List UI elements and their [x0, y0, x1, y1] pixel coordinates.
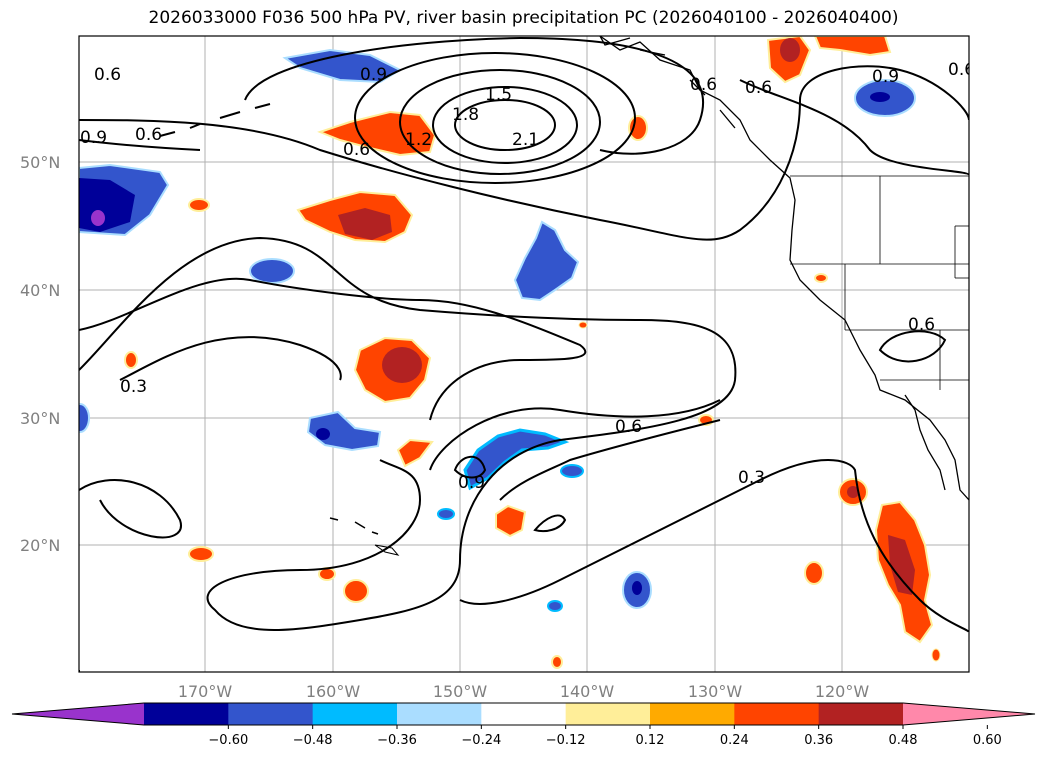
- lon-label: 130°W: [688, 682, 743, 701]
- precip-negative-region: [249, 258, 295, 284]
- precip-positive-region: [780, 38, 800, 62]
- precip-positive-region: [124, 351, 138, 369]
- precip-positive-region: [317, 110, 437, 157]
- contour-label: 0.6: [615, 417, 642, 437]
- lat-label: 30°N: [20, 409, 60, 428]
- colorbar-tick-label: 0.12: [636, 733, 665, 748]
- contour-label: 0.6: [135, 125, 162, 145]
- precip-fills: [79, 36, 941, 669]
- contour-label: 2.1: [512, 130, 539, 150]
- contour-label: 0.9: [872, 67, 899, 87]
- colorbar-segment: [397, 703, 482, 725]
- precip-positive-region: [578, 321, 588, 329]
- plot-frame: [78, 35, 970, 673]
- contour-label: 0.6: [690, 75, 717, 95]
- lon-label: 140°W: [560, 682, 615, 701]
- contour-label: 0.9: [80, 128, 107, 148]
- precip-negative-region: [437, 508, 455, 520]
- colorbar-tick-label: 0.60: [973, 733, 1002, 748]
- borders: [790, 175, 969, 390]
- contour-label: 0.6: [343, 140, 370, 160]
- precip-negative-region: [306, 410, 382, 452]
- precip-positive-region: [888, 535, 915, 595]
- colorbar-segment: [312, 703, 398, 725]
- colorbar-segment: [650, 703, 735, 725]
- lat-label: 50°N: [20, 153, 60, 172]
- contour-label: 0.6: [948, 60, 975, 80]
- precip-positive-region: [382, 347, 422, 383]
- precip-positive-region: [847, 486, 859, 498]
- contour-label: 0.9: [360, 65, 387, 85]
- colorbar-segment: [818, 703, 904, 725]
- colorbar-segment: [565, 703, 651, 725]
- contour-label: 1.5: [485, 85, 512, 105]
- precip-negative-region: [91, 210, 105, 226]
- precip-positive-region: [931, 648, 941, 662]
- precip-positive-region: [814, 273, 828, 283]
- colorbar-extend-low: [12, 703, 144, 725]
- colorbar-segment: [144, 703, 229, 725]
- contour-label: 0.6: [745, 78, 772, 98]
- precip-positive-region: [188, 546, 214, 562]
- precip-negative-region: [79, 403, 90, 433]
- contour-label: 0.6: [94, 65, 121, 85]
- colorbar-tick-label: −0.24: [461, 733, 501, 748]
- precip-negative-region: [513, 220, 580, 302]
- colorbar-segment: [734, 703, 820, 725]
- precip-negative-region: [560, 464, 584, 478]
- lon-label: 160°W: [306, 682, 361, 701]
- precip-negative-region: [632, 581, 642, 595]
- contour-label: 1.2: [405, 130, 432, 150]
- contour-label: 1.8: [452, 105, 479, 125]
- lat-label: 40°N: [20, 281, 60, 300]
- precip-negative-region: [547, 600, 563, 612]
- colorbar-outline: [11, 702, 1036, 726]
- map-title: 2026033000 F036 500 hPa PV, river basin …: [148, 8, 899, 28]
- contour-labels: 0.6 0.9 0.6 0.9 1.2 1.5 1.8 2.1 0.6 0.6 …: [80, 60, 975, 493]
- colorbar-tick-label: −0.12: [546, 733, 586, 748]
- contour-label: 0.6: [908, 315, 935, 335]
- colorbar-tick-label: 0.24: [720, 733, 749, 748]
- precip-positive-region: [188, 198, 210, 212]
- colorbar-tick-label: 0.36: [804, 733, 833, 748]
- lon-label: 120°W: [815, 682, 870, 701]
- lat-label: 20°N: [20, 536, 60, 555]
- precip-negative-region: [870, 92, 890, 102]
- precip-positive-region: [804, 561, 824, 585]
- precip-positive-region: [495, 504, 527, 538]
- colorbar: −0.60 −0.48 −0.36 −0.24 −0.12 0.12 0.24 0.36 0.4…: [11, 702, 1036, 748]
- precip-positive-region: [551, 655, 563, 669]
- precip-positive-region: [338, 208, 392, 240]
- precip-positive-region: [343, 579, 369, 603]
- lon-label: 150°W: [433, 682, 488, 701]
- contour-label: 0.9: [458, 473, 485, 493]
- colorbar-segment: [481, 703, 567, 725]
- precip-positive-region: [628, 115, 648, 141]
- colorbar-extend-high: [903, 703, 1035, 725]
- colorbar-segment: [228, 703, 314, 725]
- contour-label: 0.3: [120, 377, 147, 397]
- colorbar-tick-label: −0.48: [293, 733, 333, 748]
- pv-contours: [79, 36, 969, 672]
- colorbar-tick-label: −0.60: [208, 733, 248, 748]
- contour-label: 0.3: [738, 468, 765, 488]
- lon-label: 170°W: [178, 682, 233, 701]
- colorbar-tick-label: 0.48: [889, 733, 918, 748]
- colorbar-tick-label: −0.36: [377, 733, 417, 748]
- precip-positive-region: [396, 438, 434, 468]
- precip-negative-region: [316, 428, 330, 440]
- precip-positive-region: [813, 36, 892, 57]
